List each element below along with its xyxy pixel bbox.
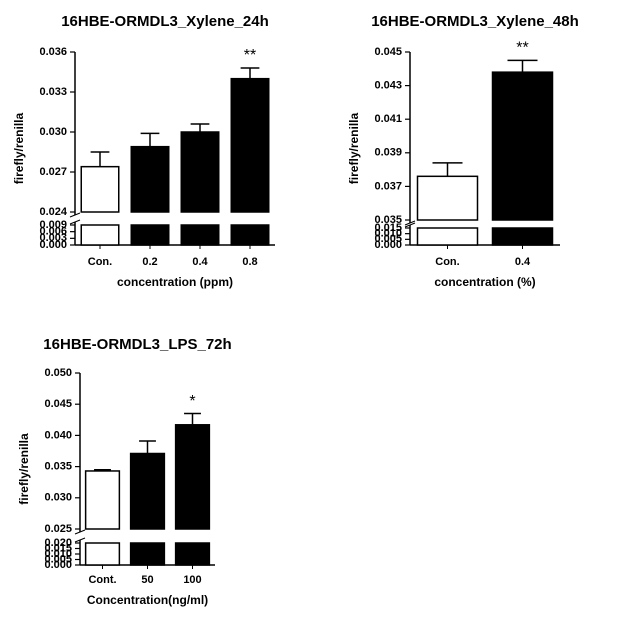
bar	[491, 71, 554, 221]
bar	[230, 77, 270, 213]
bar	[174, 424, 211, 530]
bar	[84, 470, 121, 530]
x-tick-label: 0.2	[142, 256, 157, 268]
chart-title: 16HBE-ORMDL3_Xylene_48h	[371, 13, 579, 30]
y-tick-label: 0.035	[44, 461, 72, 473]
bar-lower	[174, 542, 211, 566]
y-tick-label: 0.027	[39, 166, 67, 178]
y-tick-label: 0.033	[39, 86, 67, 98]
axis-break	[404, 222, 416, 228]
bar	[180, 131, 220, 213]
x-axis-label: concentration (ppm)	[117, 275, 233, 289]
bar-lower	[80, 224, 120, 246]
y-tick-label: 0.050	[44, 367, 72, 379]
y-tick-label: 0.024	[39, 206, 67, 218]
y-tick-label: 0.015	[374, 222, 402, 234]
y-tick-label: 0.045	[374, 46, 402, 58]
axis-break	[74, 529, 86, 535]
y-tick-label: 0.000	[44, 559, 72, 571]
bar	[80, 165, 120, 213]
x-tick-label: 0.8	[242, 256, 257, 268]
x-tick-label: 50	[141, 574, 153, 586]
y-tick-label: 0.010	[44, 548, 72, 560]
y-tick-label: 0.035	[374, 214, 402, 226]
axis-break	[69, 212, 81, 218]
y-axis-label: firefly/renilla	[12, 113, 26, 185]
x-tick-label: Con.	[88, 256, 112, 268]
x-tick-label: 0.4	[192, 256, 208, 268]
y-tick-label: 0.010	[374, 228, 402, 240]
x-axis-label: concentration (%)	[434, 275, 535, 289]
y-tick-label: 0.037	[374, 180, 402, 192]
y-tick-label: 0.036	[39, 46, 67, 58]
y-tick-label: 0.005	[44, 553, 72, 565]
x-tick-label: 0.4	[515, 256, 531, 268]
y-tick-label: 0.015	[44, 542, 72, 554]
y-tick-label: 0.020	[44, 537, 72, 549]
x-tick-label: 100	[183, 574, 201, 586]
y-tick-label: 0.000	[374, 239, 402, 251]
bar-lower	[130, 224, 170, 246]
y-tick-label: 0.006	[39, 226, 67, 238]
y-tick-label: 0.005	[374, 233, 402, 245]
x-tick-label: Cont.	[88, 574, 116, 586]
bar	[416, 175, 479, 221]
y-tick-label: 0.009	[39, 219, 67, 231]
y-tick-label: 0.043	[374, 80, 402, 92]
y-tick-label: 0.025	[44, 523, 72, 535]
value-label: **	[244, 47, 256, 64]
bar	[130, 145, 170, 213]
chart-title: 16HBE-ORMDL3_LPS_72h	[43, 336, 231, 353]
bar-lower	[230, 224, 270, 246]
bar-lower	[84, 542, 121, 566]
value-label: **	[516, 40, 528, 57]
y-tick-label: 0.030	[44, 492, 72, 504]
chart-title: 16HBE-ORMDL3_Xylene_24h	[61, 13, 269, 30]
y-tick-label: 0.030	[39, 126, 67, 138]
bar-lower	[129, 542, 166, 566]
x-tick-label: Con.	[435, 256, 459, 268]
y-tick-label: 0.040	[44, 429, 72, 441]
y-axis-label: firefly/renilla	[347, 113, 361, 185]
y-tick-label: 0.000	[39, 239, 67, 251]
y-tick-label: 0.041	[374, 113, 402, 125]
x-axis-label: Concentration(ng/ml)	[87, 593, 208, 607]
value-label: *	[189, 393, 195, 410]
y-axis-label: firefly/renilla	[17, 433, 31, 505]
bar-lower	[416, 227, 479, 246]
axis-break	[74, 537, 86, 543]
y-tick-label: 0.039	[374, 147, 402, 159]
y-tick-label: 0.045	[44, 398, 72, 410]
bar-lower	[491, 227, 554, 246]
bar-lower	[180, 224, 220, 246]
axis-break	[69, 219, 81, 225]
axis-break	[404, 220, 416, 226]
y-tick-label: 0.003	[39, 232, 67, 244]
bar	[129, 452, 166, 530]
